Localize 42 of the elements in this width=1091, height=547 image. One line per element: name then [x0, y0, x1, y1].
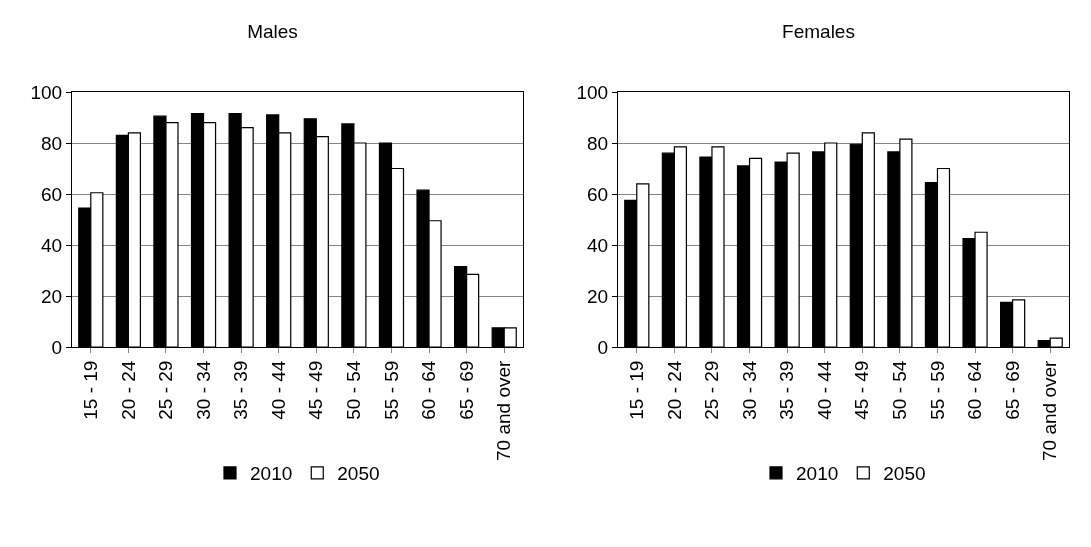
x-tick-label: 20 - 24 — [663, 360, 685, 420]
y-tick-label: 40 — [587, 234, 609, 256]
x-tick-label: 45 - 49 — [305, 360, 327, 420]
x-tick-label: 70 and over — [493, 359, 515, 461]
x-tick-label: 25 - 29 — [155, 360, 177, 420]
legend-label: 2050 — [337, 463, 380, 485]
x-tick-label: 20 - 24 — [117, 360, 139, 420]
x-tick-label: 60 - 64 — [964, 360, 986, 420]
x-tick-label: 25 - 29 — [701, 360, 723, 420]
legend-label: 2010 — [250, 463, 293, 485]
y-tick-label: 60 — [587, 183, 609, 205]
y-tick-label: 60 — [41, 183, 63, 205]
y-tick-label: 80 — [41, 132, 63, 154]
chart-title: Males — [247, 20, 298, 42]
y-tick-label: 0 — [597, 336, 609, 358]
x-tick-label: 50 - 54 — [343, 360, 365, 420]
x-tick-label: 35 - 39 — [776, 360, 798, 420]
chart-title: Females — [782, 20, 855, 42]
x-tick-label: 65 - 69 — [455, 360, 477, 420]
y-tick-label: 20 — [587, 285, 609, 307]
x-tick-label: 65 - 69 — [1001, 360, 1023, 420]
x-tick-label: 15 - 19 — [79, 360, 101, 420]
x-tick-label: 45 - 49 — [851, 360, 873, 420]
x-tick-label: 55 - 59 — [926, 360, 948, 420]
x-tick-label: 40 - 44 — [267, 360, 289, 420]
y-tick-label: 40 — [41, 234, 63, 256]
x-tick-label: 30 - 34 — [738, 360, 760, 420]
legend-label: 2010 — [796, 463, 839, 485]
x-tick-label: 70 and over — [1039, 359, 1061, 461]
x-tick-label: 60 - 64 — [418, 360, 440, 420]
x-tick-label: 50 - 54 — [889, 360, 911, 420]
x-tick-label: 15 - 19 — [625, 360, 647, 420]
y-tick-label: 100 — [30, 81, 63, 103]
x-tick-label: 40 - 44 — [813, 360, 835, 420]
y-tick-label: 20 — [41, 285, 63, 307]
x-tick-label: 55 - 59 — [380, 360, 402, 420]
y-tick-label: 100 — [576, 81, 609, 103]
y-tick-label: 80 — [587, 132, 609, 154]
y-tick-label: 0 — [51, 336, 63, 358]
x-tick-label: 30 - 34 — [192, 360, 214, 420]
x-tick-label: 35 - 39 — [230, 360, 252, 420]
legend-label: 2050 — [883, 463, 926, 485]
